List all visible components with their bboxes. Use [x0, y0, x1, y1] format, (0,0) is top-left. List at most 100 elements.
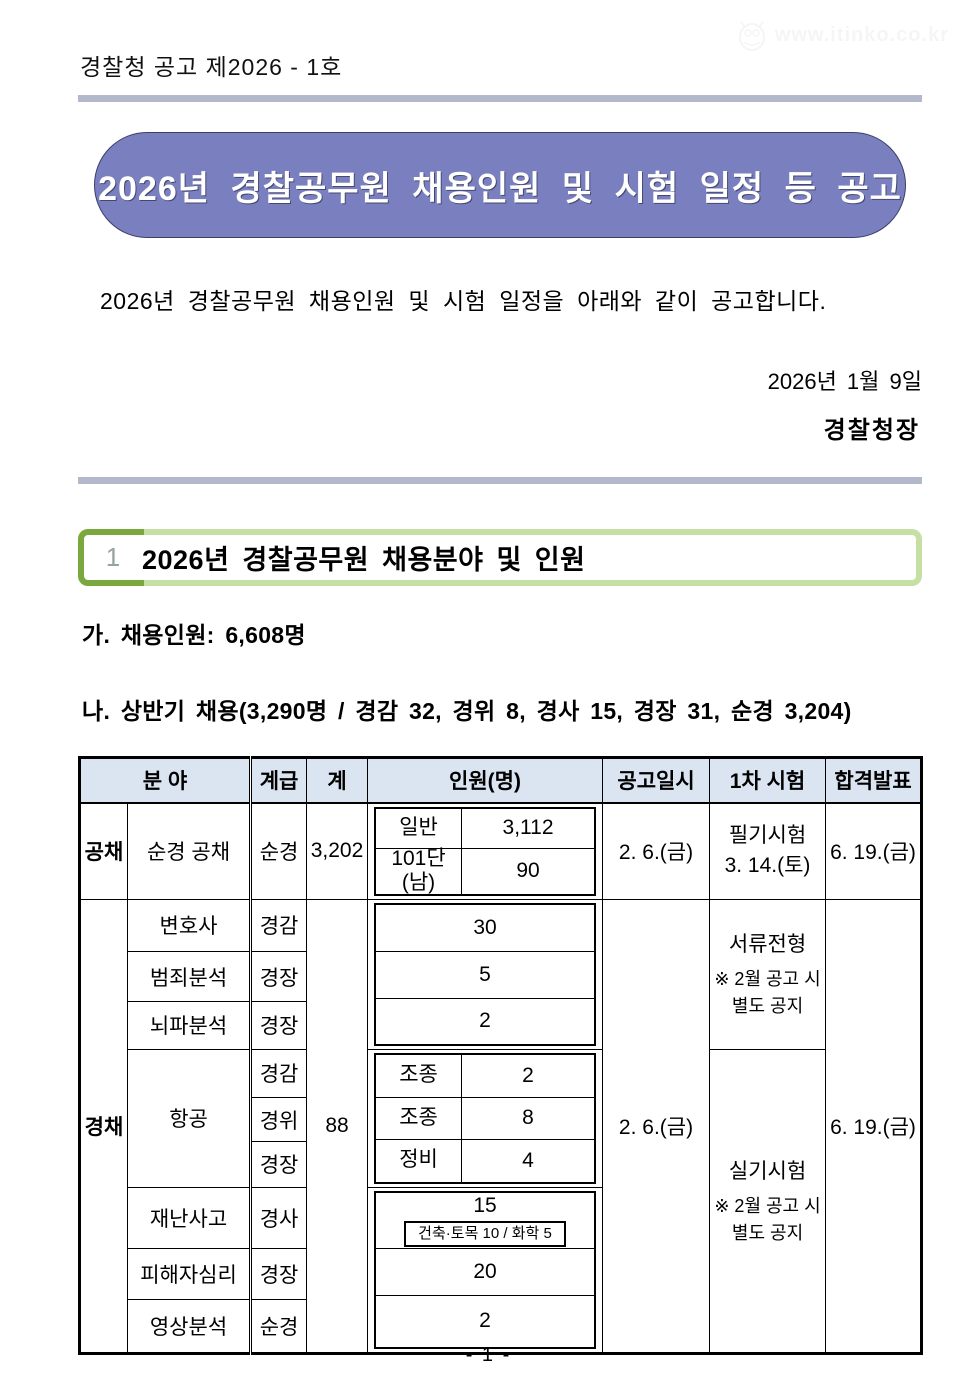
practical-exam-note2: 별도 공지	[731, 1222, 804, 1243]
cell-first-exam-practical: 실기시험 ※ 2월 공고 시 별도 공지	[709, 1048, 827, 1354]
count-value: 3,112	[502, 816, 554, 839]
cell-field: 범죄분석	[126, 950, 252, 1003]
cell-rank: 경감	[249, 1048, 308, 1098]
table-row: 뇌파분석 경장	[80, 1001, 922, 1050]
item-first-half: 나. 상반기 채용(3,290명 / 경감 32, 경위 8, 경사 15, 경…	[82, 698, 852, 724]
count-row: 일반 3,112	[376, 808, 595, 849]
cell-field: 변호사	[126, 898, 252, 952]
table-row: 경채 변호사 경감 88 30 5 2 2. 6.(금) 서류전형 ※ 2월 공…	[79, 898, 923, 1354]
cell-rank: 경장	[249, 1141, 308, 1188]
count-label: 정비	[376, 1139, 463, 1182]
count-label: 조종	[376, 1054, 463, 1097]
count-value: 8	[522, 1106, 534, 1129]
count-label: 조종	[376, 1097, 463, 1139]
count-value: 90	[516, 859, 540, 882]
cell-field: 영상분석	[126, 1298, 252, 1354]
cell-rank: 경사	[249, 1186, 308, 1250]
count-box: 30 5 2	[374, 902, 597, 1046]
page-number: - 1 -	[465, 1344, 512, 1366]
table-row: 공채 순경 공채 순경 3,202 일반 3,112 101단 (남) 90	[79, 802, 923, 900]
section-number: 1	[105, 542, 121, 572]
cell-rank: 순경	[249, 802, 308, 900]
count-label: 101단 (남)	[376, 847, 463, 894]
count-value: 2	[522, 1063, 534, 1087]
count-row: 20	[376, 1249, 595, 1296]
cell-field: 항공	[126, 1048, 252, 1188]
doc-number: 경찰청 공고 제2026 - 1호	[80, 54, 343, 80]
doc-exam-note2: 별도 공지	[731, 996, 804, 1016]
cell-rank: 경장	[249, 950, 308, 1003]
count-row: 15 건축·토목 10 / 화학 5	[376, 1193, 595, 1249]
group-gyeongchae: 경채	[79, 898, 128, 1354]
cell-field: 재난사고	[126, 1186, 252, 1250]
count-row: 101단 (남) 90	[376, 847, 594, 894]
cell-rank: 순경	[249, 1298, 308, 1354]
count-row: 5	[376, 952, 595, 999]
table-row: 경위	[80, 1096, 922, 1143]
col-header-count: 인원(명)	[367, 757, 604, 804]
first-exam-type: 필기시험	[728, 823, 807, 847]
announce-date: 2026년 1월 9일	[767, 369, 922, 394]
count-row: 조종 2	[376, 1054, 595, 1098]
mid-divider	[78, 477, 922, 484]
item-recruit-total: 가. 채용인원: 6,608명	[82, 622, 306, 648]
count-box: 15 건축·토목 10 / 화학 5 20 2	[374, 1190, 597, 1349]
count-label: 일반	[376, 808, 463, 848]
watermark-text: www.itinko.co.kr	[774, 23, 949, 46]
col-header-announce: 공고일시	[602, 757, 711, 804]
banner-title: 2026년 경찰공무원 채용인원 및 시험 일정 등 공고	[98, 169, 902, 208]
table-row: 경장	[80, 1141, 922, 1188]
table-row: 피해자심리 경장	[80, 1248, 922, 1300]
col-header-total: 계	[306, 757, 369, 804]
cell-rank: 경위	[249, 1096, 308, 1143]
cell-field: 순경 공채	[126, 802, 252, 900]
cell-count: 15 건축·토목 10 / 화학 5 20 2	[367, 1186, 604, 1354]
count-row: 정비 4	[376, 1139, 594, 1182]
table-row: 항공 경감 조종 2 조종 8 정비 4	[80, 1048, 922, 1354]
group-gongchae: 공채	[79, 802, 128, 900]
cell-pass: 6. 19.(금)	[825, 802, 923, 900]
signer: 경찰청장	[823, 417, 920, 444]
cell-total: 88	[306, 898, 369, 1354]
cell-announce: 2. 6.(금)	[602, 802, 711, 900]
table-row: 재난사고 경사 15 건축·토목 10 / 화학 5 20 2	[80, 1186, 922, 1354]
cell-first-exam-doc: 서류전형 ※ 2월 공고 시 별도 공지	[709, 898, 827, 1050]
count-value: 4	[522, 1148, 534, 1172]
col-header-first-exam: 1차 시험	[709, 757, 827, 804]
col-header-field: 분 야	[78, 757, 252, 804]
title-banner: 2026년 경찰공무원 채용인원 및 시험 일정 등 공고	[94, 132, 906, 238]
count-subnote: 건축·토목 10 / 화학 5	[404, 1220, 566, 1247]
doc-exam-title: 서류전형	[728, 933, 807, 956]
intro-text: 2026년 경찰공무원 채용인원 및 시험 일정을 아래와 같이 공고합니다.	[100, 288, 827, 314]
section-header: 1 2026년 경찰공무원 채용분야 및 인원	[78, 529, 922, 586]
section-title: 2026년 경찰공무원 채용분야 및 인원	[142, 545, 586, 575]
count-value: 15	[473, 1193, 497, 1217]
top-divider	[78, 95, 922, 102]
cell-rank: 경감	[249, 898, 308, 952]
count-box: 일반 3,112 101단 (남) 90	[374, 806, 597, 896]
doc-exam-note1: ※ 2월 공고 시	[714, 969, 821, 989]
table-row: 범죄분석 경장	[80, 950, 922, 1003]
count-row: 조종 8	[376, 1097, 595, 1140]
table-header-row: 분 야 계급 계 인원(명) 공고일시 1차 시험 합격발표	[78, 757, 923, 804]
recruit-table: 분 야 계급 계 인원(명) 공고일시 1차 시험 합격발표 공채 순경 공채 …	[78, 756, 924, 1355]
cell-count: 조종 2 조종 8 정비 4	[367, 1048, 604, 1188]
cell-first-exam: 필기시험 3. 14.(토)	[709, 802, 827, 900]
col-header-pass: 합격발표	[825, 757, 923, 804]
practical-exam-note1: ※ 2월 공고 시	[714, 1195, 821, 1216]
cell-count: 일반 3,112 101단 (남) 90	[367, 802, 604, 900]
count-row: 30	[376, 905, 595, 952]
first-exam-date: 3. 14.(토)	[724, 854, 811, 877]
watermark: www.itinko.co.kr	[735, 18, 949, 52]
count-row: 2	[479, 1009, 491, 1032]
owl-logo-icon	[738, 21, 765, 51]
cell-pass: 6. 19.(금)	[825, 898, 923, 1354]
count-box: 조종 2 조종 8 정비 4	[374, 1052, 597, 1184]
table-row: 영상분석 순경	[80, 1298, 922, 1354]
cell-rank: 경장	[249, 1248, 308, 1300]
count-row: 2	[479, 1309, 491, 1332]
practical-exam-title: 실기시험	[728, 1159, 807, 1183]
cell-rank: 경장	[249, 1001, 308, 1050]
cell-field: 피해자심리	[126, 1248, 252, 1300]
cell-total: 3,202	[306, 802, 369, 900]
